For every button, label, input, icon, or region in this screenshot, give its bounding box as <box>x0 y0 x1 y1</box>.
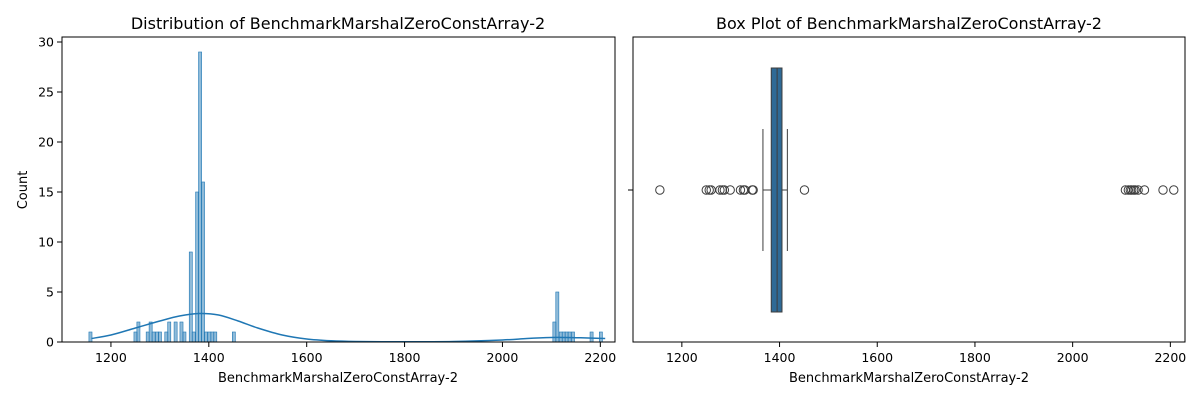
x-tick-label: 2200 <box>584 350 616 365</box>
histogram-bar <box>173 321 178 343</box>
histogram-bar <box>179 321 184 343</box>
outlier-point <box>1130 185 1140 195</box>
x-tick-label: 1600 <box>861 350 893 365</box>
x-tick-label: 1800 <box>959 350 991 365</box>
histogram-bar <box>158 331 162 343</box>
histogram-bar <box>167 321 172 343</box>
histogram-title: Distribution of BenchmarkMarshalZeroCons… <box>131 14 545 33</box>
histogram-bar <box>145 331 150 343</box>
histogram-bar <box>599 331 603 343</box>
histogram-bar <box>164 331 169 343</box>
y-tick-label: 15 <box>38 185 54 200</box>
x-tick-label: 1800 <box>389 350 421 365</box>
x-tick-label: 1400 <box>193 350 225 365</box>
y-tick-label: 10 <box>38 235 54 250</box>
outlier-point <box>1133 185 1143 195</box>
x-tick-label: 1200 <box>666 350 698 365</box>
outlier-point <box>799 185 810 195</box>
histogram-bar <box>204 331 208 343</box>
histogram-bars <box>88 51 603 343</box>
outlier-point <box>1169 185 1179 195</box>
histogram-bar <box>155 331 159 343</box>
kde-curve <box>91 312 606 343</box>
histogram-y-axis-label: Count <box>16 171 31 210</box>
histogram-bar <box>207 331 212 343</box>
histogram-bar <box>232 331 236 343</box>
histogram-chart: Distribution of BenchmarkMarshalZeroCons… <box>16 14 616 386</box>
y-tick-label: 20 <box>38 135 54 150</box>
histogram-bar <box>589 331 594 343</box>
histogram-bar <box>552 321 557 343</box>
boxplot-title: Box Plot of BenchmarkMarshalZeroConstArr… <box>716 14 1102 33</box>
outlier-point <box>735 185 746 195</box>
boxplot-x-ticks: 1200 1400 1600 1800 2000 2200 <box>666 342 1186 365</box>
histogram-bar <box>201 181 205 343</box>
histogram-y-ticks: 0 5 10 15 20 25 30 <box>38 35 62 350</box>
outlier-point <box>655 185 665 195</box>
histogram-bar <box>195 191 199 343</box>
x-tick-label: 2000 <box>487 350 519 365</box>
x-tick-label: 1400 <box>764 350 796 365</box>
histogram-bar <box>148 321 153 343</box>
outlier-point <box>701 185 711 195</box>
x-tick-label: 2200 <box>1154 350 1186 365</box>
y-tick-label: 25 <box>38 85 54 100</box>
y-tick-label: 30 <box>38 35 54 50</box>
histogram-bar <box>555 291 560 343</box>
boxplot-elements <box>655 67 1179 313</box>
outlier-point <box>748 185 758 195</box>
outlier-point <box>706 185 716 195</box>
outlier-point <box>725 185 735 195</box>
histogram-bar <box>213 331 218 343</box>
histogram-bar <box>182 331 187 343</box>
histogram-bar <box>88 331 93 343</box>
y-tick-label: 5 <box>46 285 54 300</box>
histogram-bar <box>151 331 156 343</box>
x-tick-label: 2000 <box>1057 350 1089 365</box>
histogram-x-axis-label: BenchmarkMarshalZeroConstArray-2 <box>218 371 458 386</box>
histogram-bar <box>188 251 193 343</box>
outlier-point <box>1139 185 1150 195</box>
histogram-bar <box>198 51 202 343</box>
boxplot-x-axis-label: BenchmarkMarshalZeroConstArray-2 <box>789 371 1029 386</box>
histogram-bar <box>210 331 215 343</box>
outlier-point <box>719 185 730 195</box>
histogram-x-ticks: 1200 1400 1600 1800 2000 2200 <box>95 342 616 365</box>
x-tick-label: 1600 <box>291 350 323 365</box>
histogram-bar <box>191 331 196 343</box>
histogram-bar <box>136 321 141 343</box>
outlier-point <box>715 185 725 195</box>
histogram-plot-frame <box>61 36 616 343</box>
y-tick-label: 0 <box>46 335 54 350</box>
histogram-bar <box>133 331 138 343</box>
x-tick-label: 1200 <box>95 350 127 365</box>
outlier-point <box>1158 185 1168 195</box>
boxplot-chart: Box Plot of BenchmarkMarshalZeroConstArr… <box>628 14 1186 386</box>
